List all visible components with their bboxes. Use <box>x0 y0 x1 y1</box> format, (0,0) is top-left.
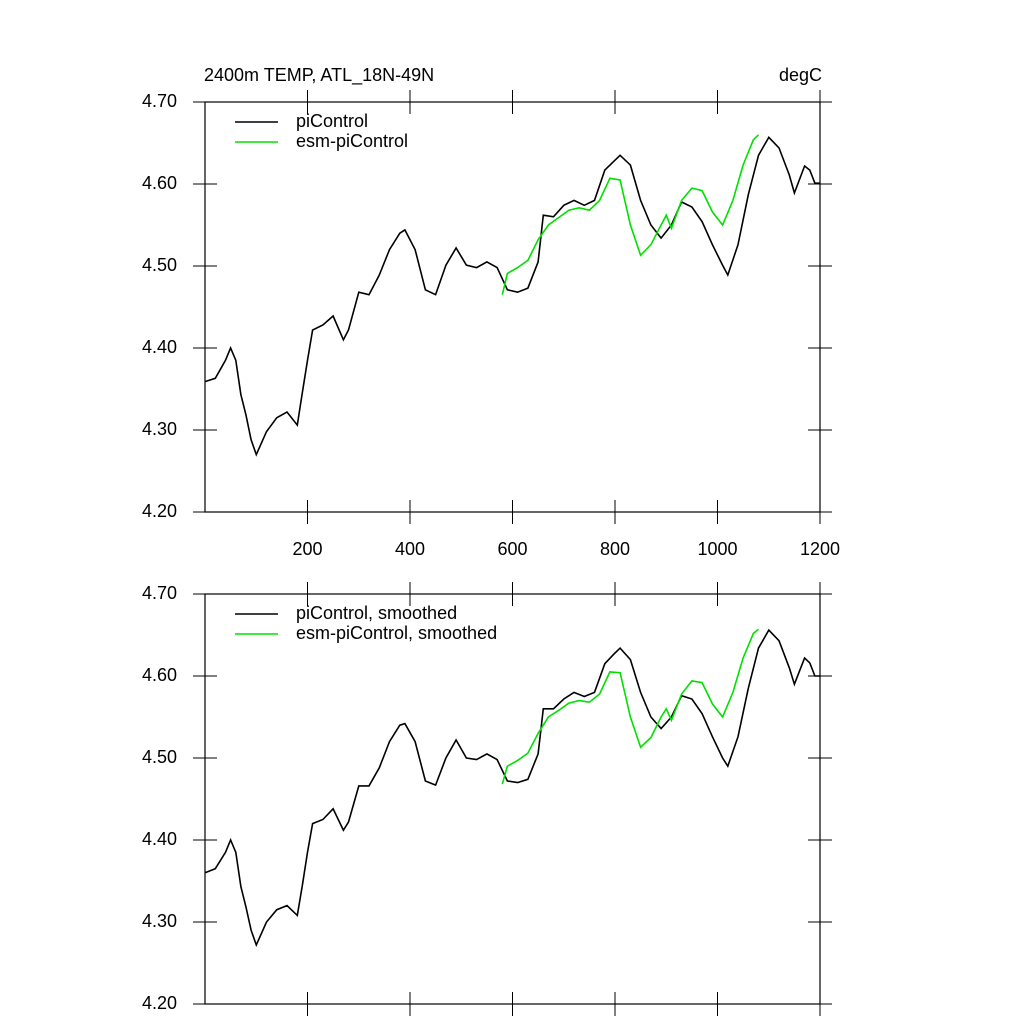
y-tick-label: 4.30 <box>142 911 177 931</box>
series-line <box>204 135 820 457</box>
x-tick-label: 800 <box>600 539 630 559</box>
x-tick-label: 1200 <box>800 539 840 559</box>
series-line <box>501 134 760 295</box>
y-tick-label: 4.50 <box>142 747 177 767</box>
series-line <box>501 628 760 785</box>
y-tick-label: 4.70 <box>142 583 177 603</box>
y-tick-label: 4.40 <box>142 337 177 357</box>
x-tick-label: 200 <box>292 539 322 559</box>
x-tick-label: 400 <box>395 539 425 559</box>
legend-label: esm-piControl, smoothed <box>296 623 497 643</box>
y-tick-label: 4.40 <box>142 829 177 849</box>
legend-label: esm-piControl <box>296 131 408 151</box>
plot-frame <box>204 593 821 1005</box>
legend-label: piControl, smoothed <box>296 603 457 623</box>
x-tick-label: 1000 <box>697 539 737 559</box>
series-line <box>204 628 820 948</box>
x-tick-label: 600 <box>497 539 527 559</box>
legend-label: piControl <box>296 111 368 131</box>
units-label: degC <box>779 65 822 85</box>
y-tick-label: 4.70 <box>142 91 177 111</box>
plot-frame <box>204 101 821 513</box>
y-tick-label: 4.60 <box>142 665 177 685</box>
chart-title: 2400m TEMP, ATL_18N-49N <box>204 65 434 86</box>
y-tick-label: 4.20 <box>142 993 177 1013</box>
y-tick-label: 4.50 <box>142 255 177 275</box>
y-tick-label: 4.20 <box>142 501 177 521</box>
y-tick-label: 4.30 <box>142 419 177 439</box>
y-tick-label: 4.60 <box>142 173 177 193</box>
